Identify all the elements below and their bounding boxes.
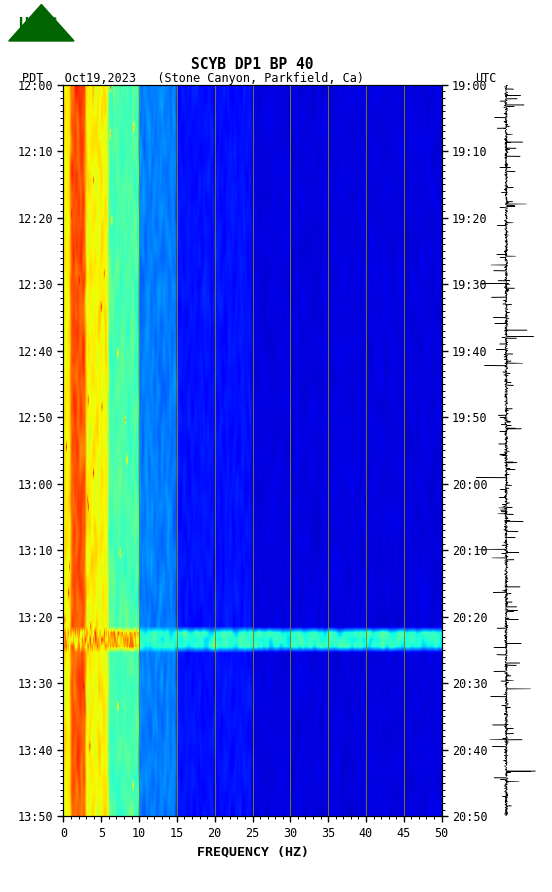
X-axis label: FREQUENCY (HZ): FREQUENCY (HZ): [197, 845, 309, 858]
Text: SCYB DP1 BP 40: SCYB DP1 BP 40: [192, 57, 314, 71]
Text: UTC: UTC: [475, 72, 496, 85]
Text: USGS: USGS: [18, 16, 59, 34]
Text: PDT   Oct19,2023   (Stone Canyon, Parkfield, Ca): PDT Oct19,2023 (Stone Canyon, Parkfield,…: [22, 72, 364, 85]
Polygon shape: [9, 4, 74, 41]
